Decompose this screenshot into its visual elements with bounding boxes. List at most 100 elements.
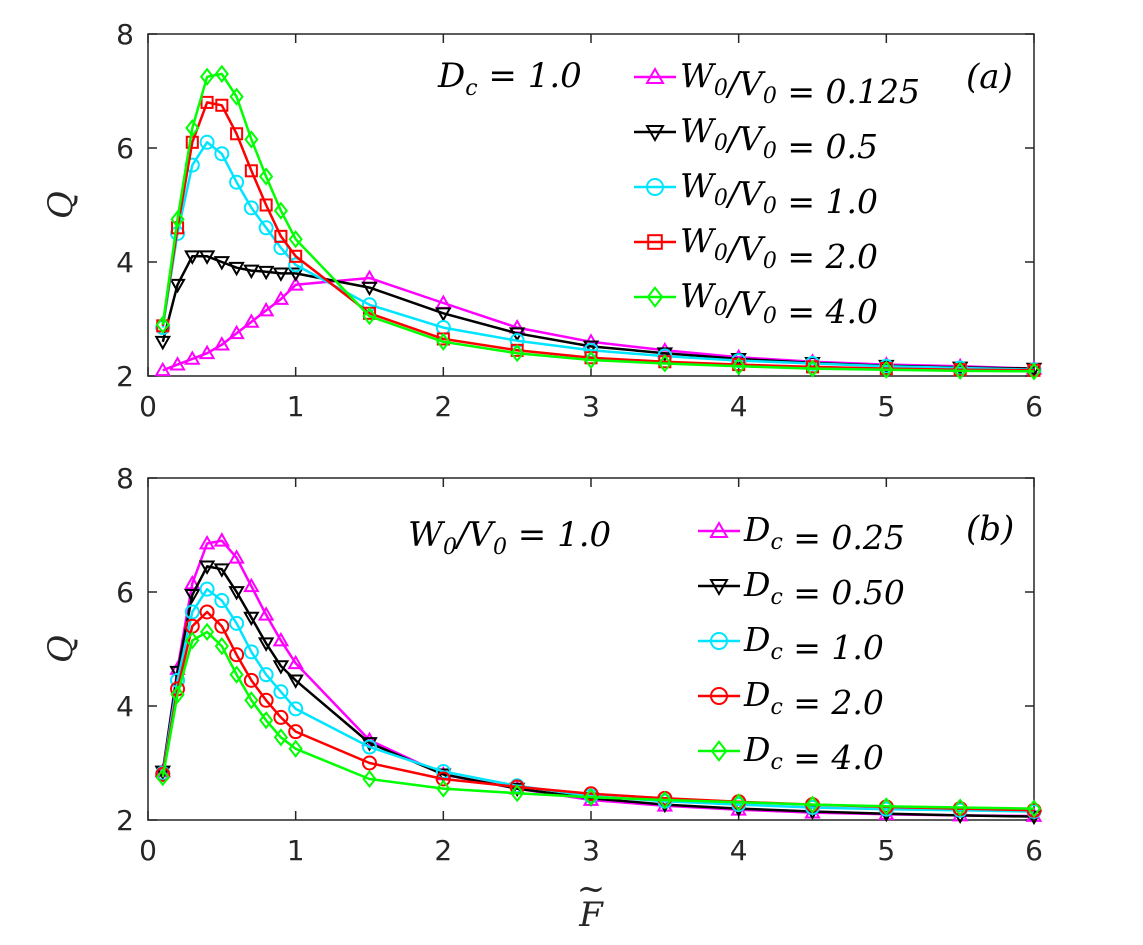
panel-a-axes-box bbox=[147, 33, 1035, 377]
data-point bbox=[258, 692, 274, 708]
data-point bbox=[362, 297, 377, 313]
data-point bbox=[184, 574, 201, 590]
data-point bbox=[436, 779, 451, 798]
x-tick-label: 4 bbox=[730, 390, 748, 423]
data-point bbox=[583, 786, 599, 802]
data-point bbox=[1026, 799, 1042, 818]
data-point bbox=[169, 356, 186, 371]
data-point bbox=[273, 728, 289, 747]
legend-label: Dc = 0.25 bbox=[743, 510, 905, 557]
data-point bbox=[273, 709, 289, 725]
x-tick-label: 2 bbox=[434, 834, 452, 867]
data-point bbox=[213, 336, 231, 351]
data-point bbox=[214, 637, 229, 656]
data-point bbox=[288, 230, 303, 249]
legend-label: W0/V0 = 0.5 bbox=[680, 111, 878, 166]
data-point bbox=[273, 201, 289, 220]
data-point bbox=[230, 127, 244, 141]
data-point bbox=[243, 313, 260, 328]
legend-label: Dc = 1.0 bbox=[743, 620, 884, 667]
legend-marker bbox=[709, 579, 729, 597]
data-point bbox=[258, 667, 274, 683]
data-point bbox=[953, 798, 968, 817]
data-point bbox=[155, 315, 170, 334]
data-point bbox=[244, 691, 259, 710]
data-point bbox=[184, 350, 201, 365]
data-point bbox=[361, 737, 378, 752]
data-point bbox=[287, 276, 304, 291]
panel-a-series bbox=[154, 64, 1043, 381]
data-point bbox=[657, 354, 672, 373]
data-point bbox=[435, 771, 451, 787]
data-point bbox=[229, 87, 244, 106]
y-tick-label: 4 bbox=[116, 690, 134, 723]
legend-label: W0/V0 = 2.0 bbox=[680, 221, 878, 276]
panel-a-label: (a) bbox=[966, 57, 1013, 97]
data-point bbox=[243, 577, 260, 593]
data-point bbox=[170, 210, 185, 229]
data-point bbox=[198, 560, 216, 575]
data-point bbox=[214, 64, 229, 83]
data-point bbox=[288, 739, 303, 758]
data-point bbox=[272, 631, 290, 647]
legend-marker bbox=[645, 125, 665, 143]
data-point bbox=[274, 229, 288, 243]
data-point bbox=[154, 335, 171, 351]
legend-marker bbox=[710, 632, 728, 650]
data-point bbox=[199, 67, 215, 86]
legend-label: W0/V0 = 0.125 bbox=[680, 56, 920, 111]
data-point bbox=[259, 167, 274, 186]
data-point bbox=[185, 631, 200, 650]
legend-marker bbox=[645, 66, 665, 84]
panel-b-xlabel: F bbox=[578, 895, 604, 935]
panel-b-legend: Dc = 0.25 Dc = 0.50 Dc = 1.0 Dc = 2.0 Dc = 4… bbox=[698, 510, 905, 777]
data-point bbox=[510, 784, 525, 803]
data-point bbox=[272, 660, 290, 675]
data-point bbox=[229, 665, 244, 684]
data-point bbox=[272, 267, 290, 282]
data-point bbox=[229, 615, 245, 631]
data-point bbox=[154, 361, 171, 377]
data-point bbox=[199, 604, 215, 620]
data-point bbox=[228, 586, 245, 601]
data-point bbox=[228, 261, 245, 277]
legend-label: Dc = 4.0 bbox=[743, 730, 884, 777]
panel-a-ylabel: Q bbox=[41, 191, 81, 219]
data-point bbox=[200, 95, 214, 109]
data-point bbox=[657, 790, 672, 810]
x-tick-label: 2 bbox=[434, 390, 452, 423]
data-point bbox=[287, 654, 304, 670]
y-tick-label: 2 bbox=[116, 804, 134, 837]
data-point bbox=[213, 532, 231, 547]
data-point bbox=[184, 604, 200, 620]
data-point bbox=[199, 134, 215, 150]
data-point bbox=[155, 766, 171, 782]
legend-label: Dc = 2.0 bbox=[743, 675, 884, 722]
data-point bbox=[214, 618, 230, 634]
y-tick-label: 2 bbox=[116, 360, 134, 393]
data-point bbox=[198, 250, 216, 265]
panel-a-annotation-text: Dc = 1.0 bbox=[437, 56, 582, 101]
data-point bbox=[435, 768, 452, 783]
x-tick-label: 1 bbox=[287, 834, 305, 867]
x-tick-label: 1 bbox=[287, 390, 305, 423]
data-point bbox=[288, 701, 304, 717]
data-point bbox=[214, 146, 230, 162]
data-point bbox=[805, 795, 820, 814]
legend-label: W0/V0 = 1.0 bbox=[680, 166, 878, 221]
panel-b-label: (b) bbox=[966, 509, 1014, 549]
y-tick-label: 8 bbox=[116, 462, 134, 495]
panel-b-annotation-text: W0/V0 = 1.0 bbox=[408, 515, 611, 560]
series-line bbox=[161, 587, 1035, 813]
panel-b-xlabel-tilde: ~ bbox=[577, 869, 606, 909]
panel-a-annotation: Dc = 1.0 bbox=[437, 56, 582, 101]
data-point bbox=[656, 347, 674, 362]
x-tick-label: 0 bbox=[139, 834, 157, 867]
data-point bbox=[244, 164, 258, 178]
data-point bbox=[243, 672, 259, 688]
data-point bbox=[730, 348, 747, 364]
x-tick-label: 5 bbox=[877, 390, 895, 423]
data-point bbox=[582, 340, 600, 355]
y-tick-label: 8 bbox=[116, 18, 134, 51]
